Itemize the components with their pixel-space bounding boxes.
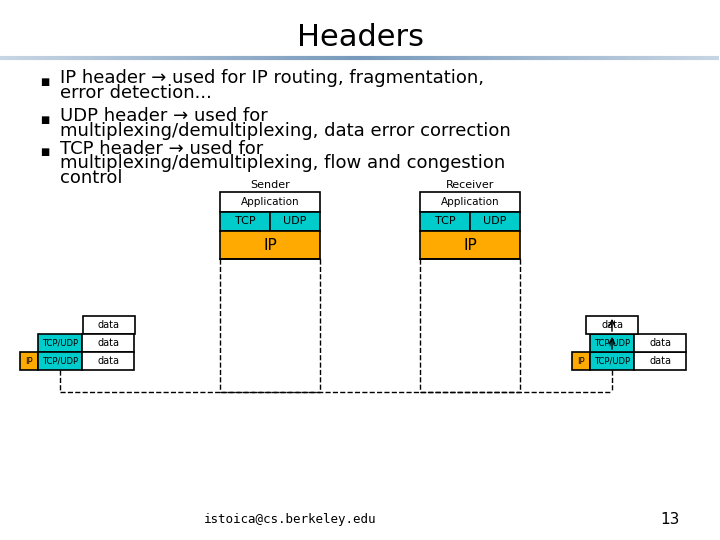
Bar bbox=[220, 231, 320, 259]
Text: Sender: Sender bbox=[250, 180, 290, 190]
Text: multiplexing/demultiplexing, flow and congestion: multiplexing/demultiplexing, flow and co… bbox=[60, 154, 505, 172]
Text: data: data bbox=[649, 338, 671, 348]
Bar bbox=[220, 192, 320, 212]
Text: control: control bbox=[60, 169, 122, 187]
Text: IP: IP bbox=[263, 238, 277, 253]
Bar bbox=[634, 334, 686, 352]
Bar bbox=[590, 352, 634, 370]
Bar bbox=[82, 352, 134, 370]
Text: ■: ■ bbox=[40, 77, 50, 87]
Bar bbox=[420, 192, 520, 212]
Text: 13: 13 bbox=[660, 512, 680, 528]
Bar bbox=[270, 212, 320, 231]
Bar bbox=[470, 212, 520, 231]
Text: Application: Application bbox=[441, 197, 499, 207]
Bar bbox=[82, 334, 134, 352]
Text: data: data bbox=[601, 320, 623, 330]
Bar bbox=[634, 352, 686, 370]
Bar bbox=[572, 352, 590, 370]
Bar bbox=[38, 334, 82, 352]
Text: data: data bbox=[98, 320, 120, 330]
Text: istoica@cs.berkeley.edu: istoica@cs.berkeley.edu bbox=[204, 514, 377, 526]
Text: UDP: UDP bbox=[483, 217, 507, 226]
Text: UDP: UDP bbox=[283, 217, 307, 226]
Bar bbox=[586, 316, 638, 334]
Text: IP: IP bbox=[463, 238, 477, 253]
Bar bbox=[220, 212, 270, 231]
Bar bbox=[590, 334, 634, 352]
Text: TCP/UDP: TCP/UDP bbox=[594, 339, 630, 348]
Bar bbox=[83, 316, 135, 334]
Text: Application: Application bbox=[240, 197, 300, 207]
Bar bbox=[420, 231, 520, 259]
Text: ■: ■ bbox=[40, 147, 50, 157]
Text: data: data bbox=[649, 356, 671, 366]
Text: multiplexing/demultiplexing, data error correction: multiplexing/demultiplexing, data error … bbox=[60, 122, 510, 140]
Text: Headers: Headers bbox=[297, 24, 423, 52]
Bar bbox=[420, 212, 470, 231]
Bar bbox=[38, 352, 82, 370]
Text: TCP: TCP bbox=[235, 217, 256, 226]
Bar bbox=[20, 352, 38, 370]
Text: Receiver: Receiver bbox=[446, 180, 494, 190]
Text: IP header → used for IP routing, fragmentation,: IP header → used for IP routing, fragmen… bbox=[60, 69, 484, 87]
Text: TCP: TCP bbox=[435, 217, 455, 226]
Text: IP: IP bbox=[25, 356, 33, 366]
Text: data: data bbox=[97, 356, 119, 366]
Text: IP: IP bbox=[577, 356, 585, 366]
Text: TCP header → used for: TCP header → used for bbox=[60, 140, 264, 158]
Text: TCP/UDP: TCP/UDP bbox=[42, 356, 78, 366]
Text: TCP/UDP: TCP/UDP bbox=[42, 339, 78, 348]
Text: ■: ■ bbox=[40, 115, 50, 125]
Text: UDP header → used for: UDP header → used for bbox=[60, 107, 268, 125]
Text: error detection...: error detection... bbox=[60, 84, 212, 102]
Text: data: data bbox=[97, 338, 119, 348]
Text: TCP/UDP: TCP/UDP bbox=[594, 356, 630, 366]
